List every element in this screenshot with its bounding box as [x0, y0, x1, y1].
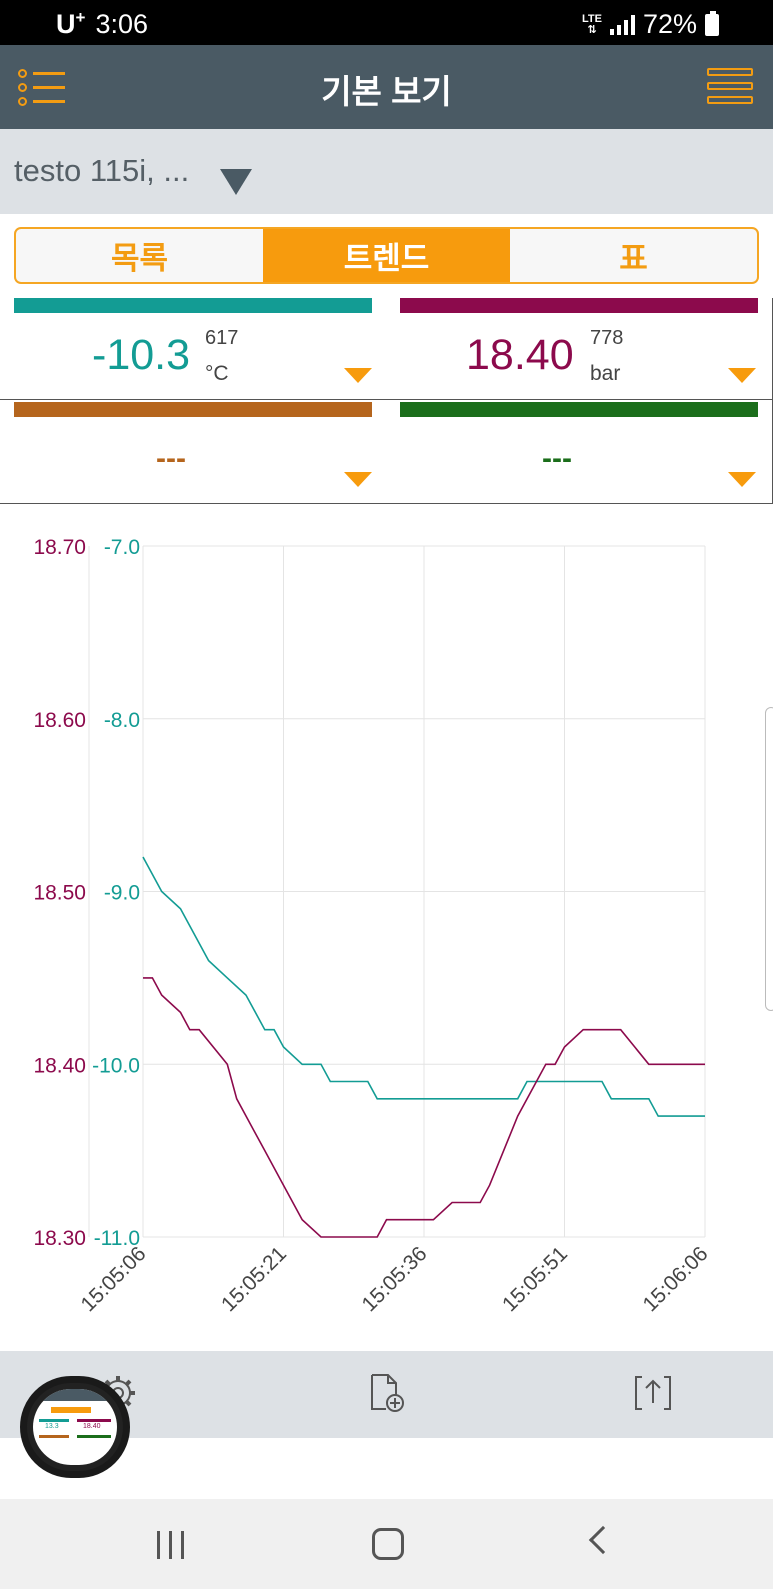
add-document-icon[interactable] — [370, 1373, 406, 1413]
channel-color-bar — [14, 298, 372, 313]
recent-apps-icon[interactable] — [157, 1531, 187, 1559]
channel-dropdown-icon[interactable] — [344, 368, 372, 383]
dropdown-arrow-icon[interactable] — [220, 169, 252, 195]
signal-icon — [609, 14, 635, 35]
thumbnail-bar — [39, 1419, 69, 1422]
x-tick-label: 15:05:36 — [357, 1242, 431, 1316]
thumbnail-tab — [51, 1407, 91, 1413]
channel-dropdown-icon[interactable] — [728, 368, 756, 383]
temperature-series-line — [142, 856, 705, 1117]
reading-pressure[interactable]: 18.40 778 bar — [400, 298, 758, 398]
y-tick-label-inner: -11.0 — [94, 1227, 140, 1250]
reading-divider — [0, 503, 773, 504]
tab-trend[interactable]: 트렌드 — [263, 229, 510, 282]
y-tick-label-outer: 18.70 — [33, 536, 86, 559]
battery-icon — [705, 10, 719, 36]
edge-panel-handle[interactable] — [765, 707, 773, 1011]
channel-color-bar — [400, 298, 758, 313]
system-nav-bar — [0, 1499, 773, 1589]
channel-color-bar — [14, 402, 372, 417]
reading-value: 18.40 — [466, 331, 574, 379]
thumbnail-value: 18.40 — [83, 1423, 101, 1430]
y-tick-label-inner: -9.0 — [104, 882, 140, 905]
reading-channel-3[interactable]: --- — [14, 402, 372, 502]
reading-unit: bar — [590, 362, 621, 385]
reading-unit: °C — [205, 362, 229, 385]
trend-chart[interactable]: 18.70 -7.0 18.60 -8.0 18.50 -9.0 18.40 -10.0 18.… — [0, 510, 773, 1320]
reading-value: --- — [542, 442, 572, 475]
status-time: 3:06 — [95, 9, 148, 39]
thumbnail-content: 13.3 18.40 — [33, 1389, 117, 1465]
reading-temperature[interactable]: -10.3 617 °C — [14, 298, 372, 398]
reading-sub-value: 617 — [205, 327, 239, 349]
y-tick-label-outer: 18.30 — [33, 1227, 86, 1250]
channel-dropdown-icon[interactable] — [344, 472, 372, 487]
channel-dropdown-icon[interactable] — [728, 472, 756, 487]
lte-icon: LTE ⇅ — [581, 12, 602, 36]
x-tick-label: 15:05:51 — [498, 1242, 572, 1316]
menu-icon[interactable] — [707, 68, 753, 106]
reading-channel-4[interactable]: --- — [400, 402, 758, 502]
list-icon[interactable] — [18, 69, 66, 107]
channel-color-bar — [400, 402, 758, 417]
device-name: testo 115i, ... — [14, 153, 190, 188]
y-tick-label-outer: 18.40 — [33, 1054, 86, 1077]
x-tick-label: 15:05:06 — [76, 1242, 150, 1316]
reading-value: --- — [156, 442, 186, 475]
status-left: U+ 3:06 — [56, 8, 148, 40]
tab-table[interactable]: 표 — [619, 241, 648, 276]
export-icon[interactable] — [634, 1373, 672, 1413]
app-header: 기본 보기 — [0, 45, 773, 129]
home-icon[interactable] — [372, 1528, 404, 1560]
thumbnail-bar — [39, 1435, 69, 1438]
x-tick-label: 15:06:06 — [638, 1242, 712, 1316]
carrier-label: U+ — [56, 8, 86, 39]
y-tick-label-outer: 18.60 — [33, 709, 86, 732]
thumbnail-value: 13.3 — [45, 1423, 59, 1430]
tab-list[interactable]: 목록 — [110, 241, 169, 276]
thumbnail-header — [33, 1389, 117, 1401]
y-tick-label-inner: -7.0 — [104, 536, 140, 559]
toolbar-gap — [0, 1438, 773, 1499]
reading-sub-value: 778 — [590, 327, 624, 349]
page-title: 기본 보기 — [321, 73, 452, 110]
status-bar: U+ 3:06 LTE ⇅ 72% — [0, 0, 773, 45]
back-icon[interactable] — [588, 1525, 618, 1555]
reading-value: -10.3 — [92, 331, 191, 379]
thumbnail-bar — [77, 1435, 111, 1438]
y-tick-label-inner: -10.0 — [92, 1054, 140, 1077]
view-tabs: 목록 트렌드 표 — [14, 227, 759, 284]
y-tick-label-outer: 18.50 — [33, 882, 86, 905]
device-selector[interactable]: testo 115i, ... — [0, 129, 773, 214]
floating-preview-thumbnail[interactable]: 13.3 18.40 — [20, 1376, 130, 1478]
status-right: LTE ⇅ 72% — [582, 9, 719, 40]
x-tick-label: 15:05:21 — [217, 1242, 291, 1316]
pressure-series-line — [143, 977, 705, 1238]
thumbnail-bar — [77, 1419, 111, 1422]
battery-percent: 72% — [642, 9, 697, 39]
reading-divider — [0, 399, 773, 400]
y-tick-label-inner: -8.0 — [104, 709, 140, 732]
